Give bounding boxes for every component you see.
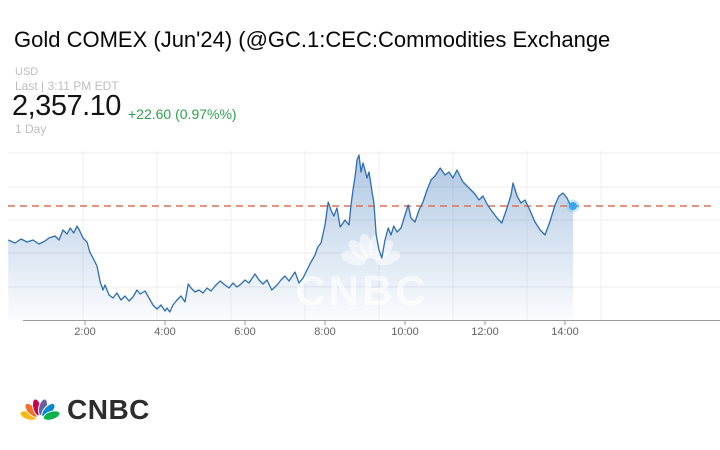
price-value: 2,357.10 (12, 90, 121, 122)
currency-label: USD (15, 66, 39, 78)
x-axis-tick-label: 6:00 (234, 326, 255, 338)
x-axis-tick-label: 12:00 (471, 326, 499, 338)
x-axis-tick-label: 8:00 (314, 326, 335, 338)
nbc-peacock-icon (20, 398, 60, 421)
x-axis-tick-label: 10:00 (391, 326, 419, 338)
last-price-marker (569, 202, 577, 210)
x-axis-tick-label: 14:00 (551, 326, 579, 338)
x-axis-labels: 2:00 4:00 6:00 8:00 10:00 12:00 14:00 (74, 326, 578, 338)
x-axis-ticks (84, 320, 566, 325)
range-label: 1 Day (15, 122, 47, 136)
watermark-text: CNBC (295, 267, 428, 314)
cnbc-watermark: CNBC (295, 233, 428, 314)
x-axis-tick-label: 2:00 (74, 326, 95, 338)
price-line (7, 154, 574, 313)
cnbc-wordmark: CNBC (67, 393, 150, 425)
price-area (8, 155, 573, 321)
x-axis-tick-label: 4:00 (154, 326, 175, 338)
cnbc-logo: CNBC (20, 391, 150, 424)
price-chart[interactable]: CNBC 2:00 4:00 6:00 8:00 10:00 12:00 14:… (0, 0, 720, 360)
chart-title: Gold COMEX (Jun'24) (@GC.1:CEC:Commoditi… (14, 27, 611, 52)
peacock-watermark-icon (341, 233, 401, 266)
price-change: +22.60 (0.97%%) (128, 106, 237, 122)
last-timestamp: Last | 3:11 PM EDT (15, 79, 119, 93)
